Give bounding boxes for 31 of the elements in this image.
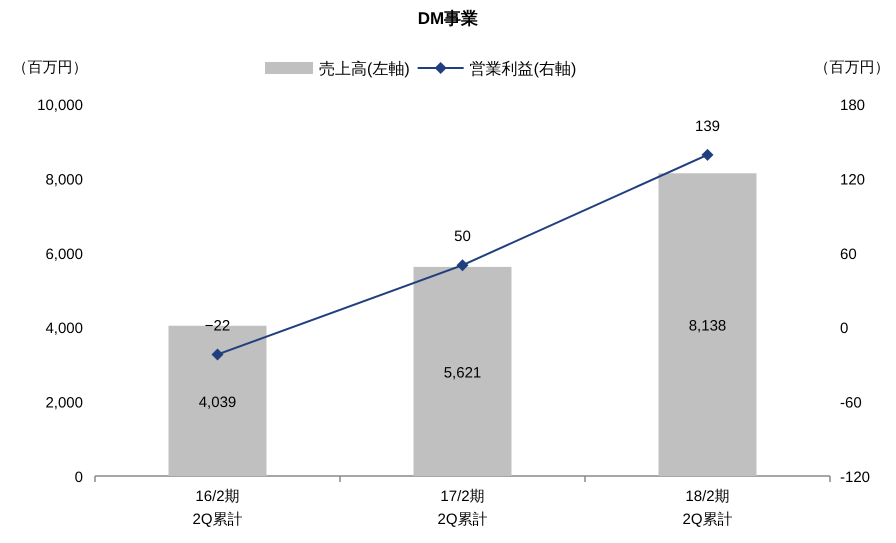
x-tick-label: 17/2期 2Q累計 (437, 488, 488, 528)
y-tick-label: 2,000 (45, 394, 83, 412)
bar (414, 266, 512, 476)
point (212, 348, 224, 360)
bar (658, 173, 756, 476)
y2-tick-label: -120 (840, 469, 870, 486)
y-tick-label: 10,000 (37, 97, 83, 114)
y2-tick-label: -60 (840, 394, 862, 412)
y-tick-label: 6,000 (45, 246, 83, 263)
data-label: 139 (694, 118, 720, 135)
y2-tick-label: 180 (840, 97, 866, 114)
legend-label: 営業利益(右軸) (470, 60, 576, 78)
x-tick-label: 18/2期 2Q累計 (682, 488, 733, 528)
data-label: 4,039 (198, 394, 236, 411)
point (702, 148, 714, 161)
y2-tick-label: 0 (840, 320, 848, 338)
y-axis-title: （百万円） (12, 59, 88, 76)
y2-axis-title: （百万円） (814, 59, 890, 76)
y2-tick-label: 60 (840, 246, 857, 263)
y-tick-label: 0 (74, 469, 83, 486)
data-label: −22 (204, 317, 230, 334)
data-label: 5,621 (444, 364, 482, 382)
chart-title: DM事業 (418, 9, 478, 28)
y2-tick-label: 120 (840, 171, 866, 188)
y-tick-label: 8,000 (45, 171, 83, 188)
y-tick-label: 4,000 (45, 320, 83, 338)
x-tick-label: 16/2期 2Q累計 (192, 488, 243, 528)
point (456, 259, 468, 272)
data-label: 8,138 (688, 318, 726, 335)
data-label: 50 (454, 228, 471, 246)
legend-label: 売上高(左軸) (319, 60, 410, 78)
